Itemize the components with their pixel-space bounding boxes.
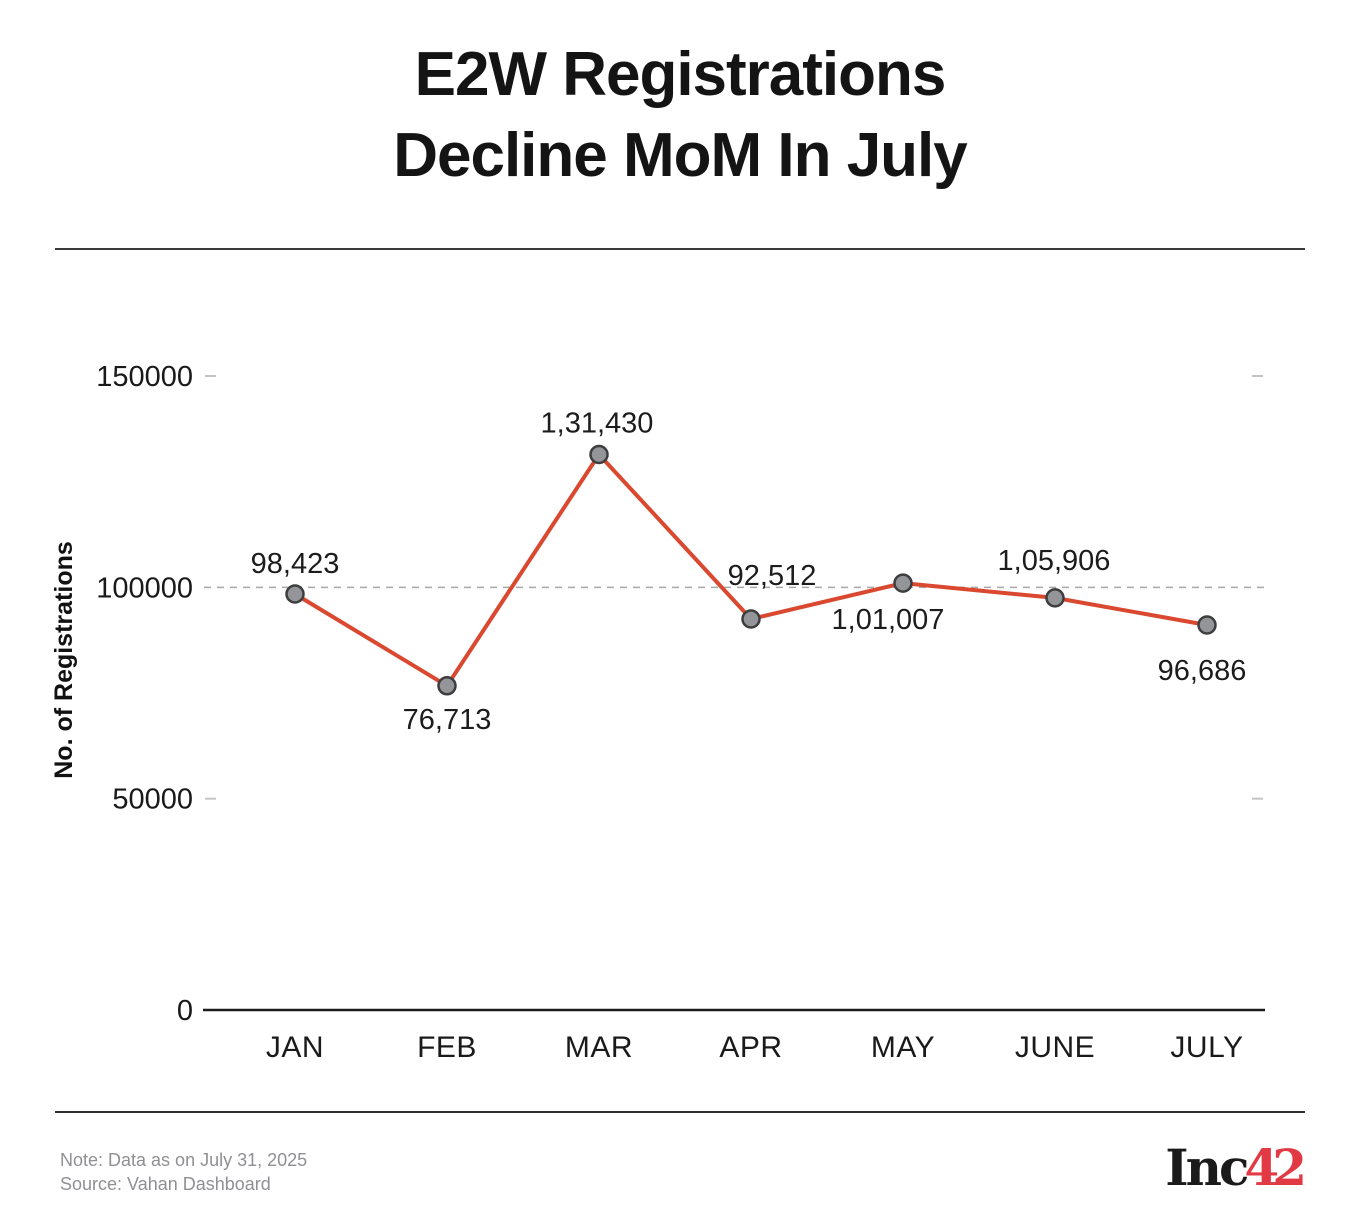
- x-axis-label: MAR: [565, 1031, 633, 1064]
- x-axis-label: FEB: [417, 1031, 477, 1064]
- x-axis-label: JUNE: [1015, 1031, 1095, 1064]
- inc42-logo-inc: Inc: [1165, 1138, 1249, 1197]
- x-axis-label: APR: [719, 1031, 782, 1064]
- data-point-label: 1,01,007: [832, 604, 945, 636]
- bottom-divider: [55, 1111, 1305, 1113]
- chart-title-line1: E2W Registrations: [414, 40, 947, 109]
- data-point-marker: [893, 573, 913, 593]
- data-point-label: 76,713: [403, 704, 492, 736]
- y-axis-title: No. of Registrations: [50, 541, 78, 779]
- data-point-label: 1,31,430: [541, 407, 654, 439]
- chart-title: E2W Registrations Decline MoM In July: [0, 34, 1360, 196]
- y-tick-label: 100000: [96, 572, 193, 604]
- chart-title-line2: Decline MoM In July: [393, 121, 968, 190]
- data-point-marker: [285, 584, 305, 604]
- top-divider: [55, 248, 1305, 250]
- data-point-marker: [1197, 615, 1217, 635]
- source-text: Source: Vahan Dashboard: [60, 1174, 271, 1194]
- data-point-label: 92,512: [728, 560, 817, 592]
- y-tick-label: 0: [177, 995, 193, 1027]
- x-axis-label: MAY: [871, 1031, 935, 1064]
- data-point-label: 1,05,906: [998, 545, 1111, 577]
- data-point-marker: [741, 609, 761, 629]
- y-tick-label: 150000: [96, 361, 193, 393]
- x-axis-label: JULY: [1170, 1031, 1243, 1064]
- data-point-label: 98,423: [251, 548, 340, 580]
- inc42-logo: Inc42: [1165, 1138, 1307, 1197]
- y-tick-label: 50000: [112, 784, 193, 816]
- inc42-logo-42: 42: [1244, 1138, 1307, 1197]
- x-axis-label: JAN: [266, 1031, 324, 1064]
- data-point-label: 96,686: [1158, 655, 1247, 687]
- data-point-marker: [589, 444, 609, 465]
- data-point-marker: [437, 676, 457, 696]
- note-text: Note: Data as on July 31, 2025: [60, 1150, 308, 1170]
- data-point-marker: [1045, 588, 1065, 608]
